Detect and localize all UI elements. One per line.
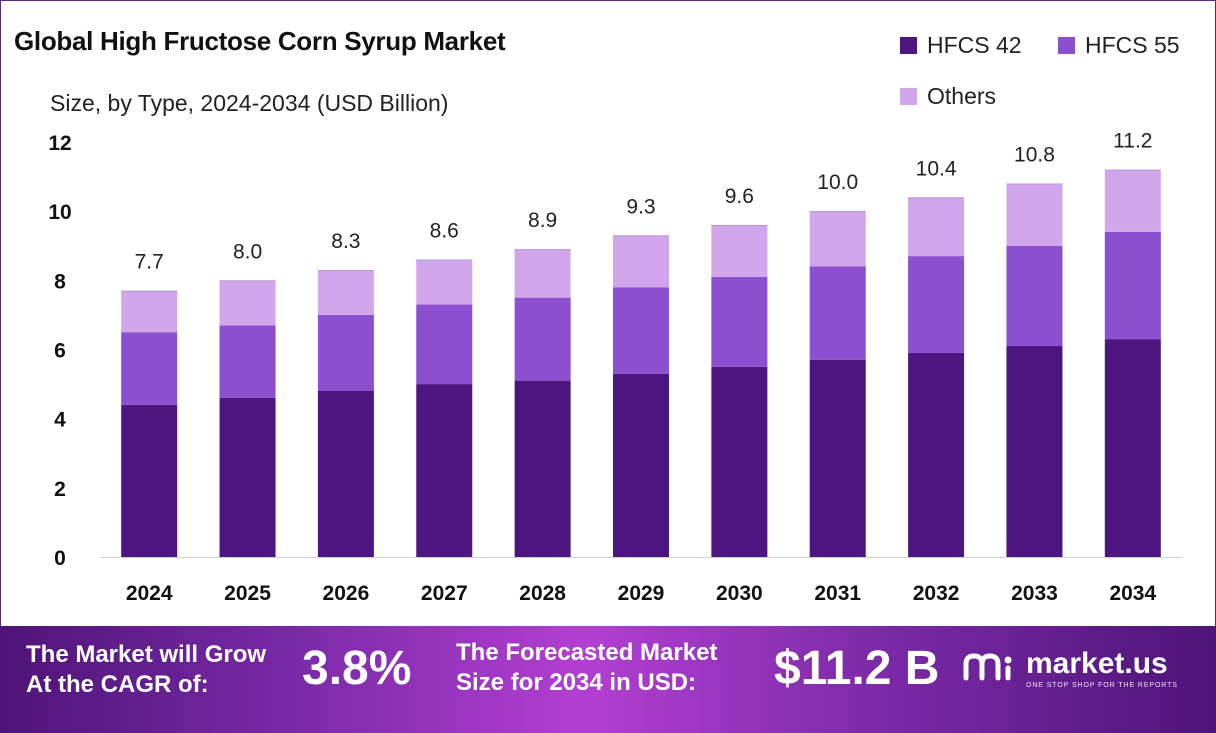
x-tick-label: 2026 [323, 582, 370, 605]
bar-segment-hfcs-42 [1104, 339, 1161, 557]
bar-segment-hfcs-42 [514, 380, 571, 557]
x-tick-label: 2024 [126, 582, 173, 605]
bar-total-label: 7.7 [135, 251, 164, 274]
legend-label-hfcs55: HFCS 55 [1085, 32, 1180, 58]
cagr-label: The Market will Grow At the CAGR of: [26, 640, 266, 700]
bar-segment-hfcs-55 [1006, 245, 1063, 347]
stacked-bar-chart: 0 2 4 6 8 10 12 7.7 2024 8.0 2025 8.3 2026 8.6 2027 8.9… [48, 130, 1182, 605]
x-tick-label: 2033 [1011, 582, 1058, 605]
bar-segment-others [416, 259, 473, 305]
legend-item-others: Others [900, 83, 996, 110]
x-tick-label: 2029 [618, 582, 665, 605]
brand-name: market.us [1026, 647, 1168, 680]
bar-segment-others [908, 197, 965, 257]
bar-segment-hfcs-55 [121, 332, 178, 405]
bar-segment-hfcs-42 [317, 391, 374, 557]
forecast-value: $11.2 B [774, 642, 940, 695]
bar-segment-others [1104, 169, 1161, 232]
y-tick-label: 10 [48, 201, 71, 224]
x-tick-label: 2031 [814, 582, 861, 605]
bar-segment-others [613, 235, 669, 288]
bar-segment-hfcs-42 [711, 366, 768, 557]
bar-segment-hfcs-55 [1104, 231, 1161, 340]
bar-segment-others [809, 211, 866, 267]
bar-segment-hfcs-42 [613, 373, 669, 557]
y-tick-label: 0 [54, 547, 66, 570]
bar-segment-others [711, 225, 768, 277]
bar-total-label: 8.6 [430, 220, 459, 243]
bar-segment-hfcs-55 [711, 276, 768, 367]
bar-segment-hfcs-55 [219, 325, 276, 398]
bar-total-label: 10.4 [916, 157, 957, 180]
legend-swatch-others [900, 88, 917, 105]
x-tick-label: 2034 [1109, 582, 1156, 605]
x-tick-label: 2032 [913, 582, 960, 605]
legend-label-hfcs42: HFCS 42 [927, 32, 1022, 58]
bar-segment-others [1006, 183, 1063, 246]
chart-subtitle: Size, by Type, 2024-2034 (USD Billion) [50, 90, 449, 116]
bar-segment-hfcs-42 [809, 359, 866, 557]
bar-total-label: 8.9 [528, 209, 557, 232]
bar-segment-hfcs-42 [219, 397, 276, 557]
legend-label-others: Others [927, 83, 997, 109]
bar-segment-hfcs-42 [908, 352, 965, 557]
bar-segment-others [514, 249, 571, 298]
cagr-label-line2: At the CAGR of: [26, 671, 209, 698]
y-tick-label: 8 [54, 270, 66, 293]
legend-item-hfcs55: HFCS 55 [1058, 32, 1180, 59]
bar-segment-others [219, 280, 276, 326]
x-tick-label: 2028 [519, 582, 566, 605]
y-tick-label: 12 [48, 132, 71, 155]
bar-segment-hfcs-55 [613, 287, 669, 374]
bar-total-label: 9.6 [725, 185, 754, 208]
bar-segment-hfcs-42 [121, 404, 178, 557]
market-us-logo-icon [963, 653, 1012, 681]
x-tick-label: 2030 [716, 582, 763, 605]
bar-total-label: 10.0 [817, 171, 858, 194]
y-tick-label: 4 [54, 409, 66, 432]
forecast-label-line1: The Forecasted Market [456, 639, 718, 666]
bar-segment-hfcs-55 [416, 304, 473, 385]
legend-item-hfcs42: HFCS 42 [900, 32, 1022, 59]
bar-total-label: 8.3 [331, 230, 360, 253]
bar-segment-hfcs-55 [514, 297, 571, 381]
summary-banner: The Market will Grow At the CAGR of: 3.8… [0, 626, 1216, 733]
legend-swatch-hfcs42 [900, 37, 917, 54]
x-tick-label: 2027 [421, 582, 468, 605]
chart-title: Global High Fructose Corn Syrup Market [14, 26, 506, 56]
cagr-value: 3.8% [302, 642, 412, 695]
brand-logo: market.us ONE STOP SHOP FOR THE REPORTS [962, 648, 1178, 690]
y-tick-label: 2 [54, 478, 66, 501]
bar-total-label: 8.0 [233, 240, 262, 263]
brand-tagline: ONE STOP SHOP FOR THE REPORTS [1026, 682, 1178, 689]
bar-segment-others [317, 269, 374, 315]
x-tick-label: 2025 [224, 582, 271, 605]
forecast-label-line2: Size for 2034 in USD: [456, 669, 697, 696]
legend-swatch-hfcs55 [1058, 37, 1075, 54]
bar-segment-hfcs-42 [1006, 346, 1063, 557]
y-tick-label: 6 [54, 340, 66, 363]
bar-segment-hfcs-55 [908, 256, 965, 353]
bar-segment-hfcs-42 [416, 384, 473, 557]
bar-segment-hfcs-55 [809, 266, 866, 360]
bar-total-label: 11.2 [1113, 130, 1152, 153]
bar-total-label: 9.3 [626, 195, 655, 218]
bar-segment-others [121, 290, 178, 333]
cagr-label-line1: The Market will Grow [26, 641, 267, 668]
bar-total-label: 10.8 [1014, 144, 1055, 167]
forecast-label: The Forecasted Market Size for 2034 in U… [456, 638, 717, 698]
bar-segment-hfcs-55 [317, 314, 374, 391]
